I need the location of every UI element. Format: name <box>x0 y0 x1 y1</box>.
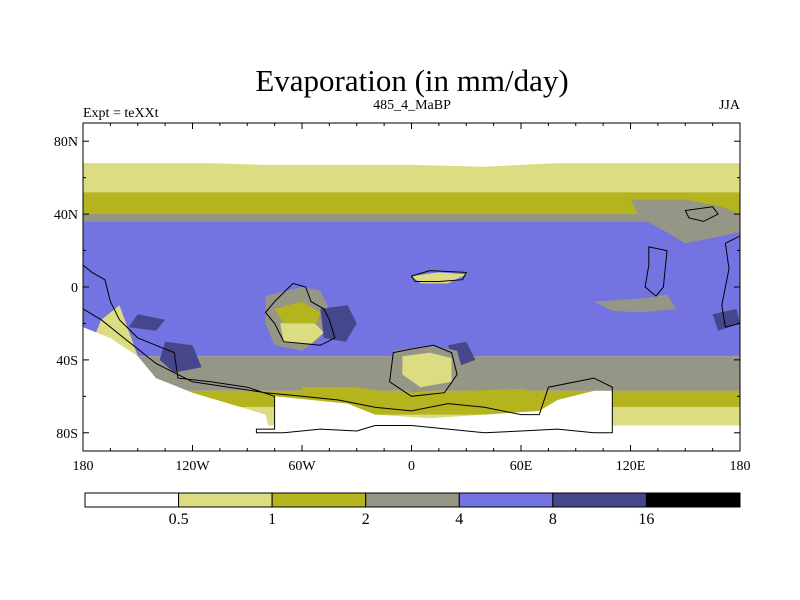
continent-asia-east <box>684 206 719 222</box>
x-tick-label-6: 180 <box>730 459 751 474</box>
x-tick-label-1: 120W <box>175 459 210 474</box>
region-australia-yellow <box>402 352 452 388</box>
region-samerica-olive <box>274 301 321 324</box>
colorbar-box-3 <box>365 492 460 508</box>
colorbar-box-2 <box>271 492 367 508</box>
region-east-pacific-darkblue <box>128 314 166 331</box>
x-tick-label-5: 120E <box>616 459 646 474</box>
x-tick-label-3: 0 <box>408 459 415 474</box>
colorbar-label-0: 0.5 <box>169 511 189 528</box>
y-tick-label-4: 80S <box>56 427 78 442</box>
continent-east-edge <box>721 235 740 328</box>
colorbar-label-3: 4 <box>455 511 463 528</box>
band-1 <box>83 163 740 193</box>
region-asia-grey-wedge <box>630 199 740 244</box>
region-southern-white-band <box>83 327 275 451</box>
y-tick-label-0: 80N <box>54 135 78 150</box>
region-antarctica-white <box>274 390 613 451</box>
subtitle-center: 485_4_MaBP <box>373 98 451 113</box>
y-tick-label-1: 40N <box>54 208 78 223</box>
subtitle-left: Expt = teXXt <box>83 106 159 121</box>
region-tropical-grey-east <box>594 294 677 313</box>
region-north-polar-white <box>83 123 740 164</box>
continent-australia <box>389 344 458 397</box>
map-plot-area <box>83 123 740 451</box>
colorbar-box-1 <box>178 492 273 508</box>
continent-west <box>83 264 613 434</box>
axes: 180 120W 60W 0 60E 120E 180 80N 40N 0 40S 80S <box>54 123 751 474</box>
x-tick-label-0: 180 <box>73 459 94 474</box>
colorbar-label-1: 1 <box>268 511 276 528</box>
region-north-temperate-olive-edge <box>83 195 740 215</box>
subtitle-right: JJA <box>719 98 741 113</box>
x-tick-label-2: 60W <box>288 459 316 474</box>
colorbar: 0.5 1 2 4 8 16 <box>84 492 741 528</box>
colorbar-box-6 <box>645 492 741 508</box>
colorbar-label-2: 2 <box>362 511 370 528</box>
band-4 <box>83 221 740 357</box>
continent-africa-north <box>410 270 468 282</box>
region-samerica-yellow <box>280 319 324 344</box>
chart-title: Evaporation (in mm/day) <box>255 63 568 98</box>
colorbar-box-4 <box>458 492 554 508</box>
y-tick-label-2: 0 <box>71 281 78 296</box>
colorbar-label-5: 16 <box>638 511 654 528</box>
colorbar-label-4: 8 <box>549 511 557 528</box>
region-antarctic-olive-lobe <box>302 387 558 415</box>
region-south-indian-darkblue <box>320 305 357 342</box>
continent-seasia <box>644 246 668 297</box>
colorbar-box-0 <box>84 492 180 508</box>
continent-samerica <box>264 282 336 346</box>
colorbar-box-5 <box>552 492 647 508</box>
x-tick-label-4: 60E <box>510 459 533 474</box>
y-tick-label-3: 40S <box>56 354 78 369</box>
region-south-pacific-darkblue <box>159 341 202 373</box>
